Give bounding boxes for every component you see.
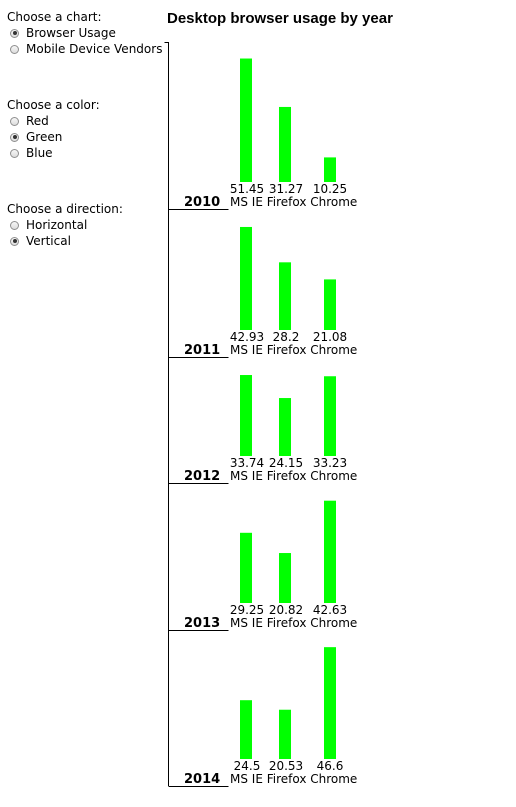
radio-button-icon[interactable]	[10, 28, 19, 38]
bar-chrome	[324, 157, 336, 182]
bar-chrome	[324, 500, 336, 603]
radio-green[interactable]: Green	[7, 129, 167, 145]
value-label: 42.63	[313, 603, 347, 617]
bar-firefox	[279, 106, 291, 182]
radio-label: Vertical	[26, 234, 71, 248]
radio-label: Green	[26, 130, 63, 144]
value-label: 33.23	[313, 456, 347, 470]
radio-button-icon[interactable]	[10, 132, 19, 142]
bar-ms-ie	[240, 375, 252, 456]
radio-blue[interactable]: Blue	[7, 145, 167, 161]
value-label: 46.6	[317, 759, 344, 773]
bar-firefox	[279, 709, 291, 759]
radio-browser-usage[interactable]: Browser Usage	[7, 25, 167, 41]
value-label: 33.74	[230, 456, 264, 470]
value-label: 24.5	[234, 759, 261, 773]
value-label: 29.25	[230, 603, 264, 617]
chart-title: Desktop browser usage by year	[167, 10, 393, 27]
radio-label: Red	[26, 114, 49, 128]
panel-year-label: 2011	[184, 343, 220, 358]
radio-button-icon[interactable]	[10, 236, 19, 246]
radio-vertical[interactable]: Vertical	[7, 233, 167, 249]
value-label: 51.45	[230, 182, 264, 196]
bar-firefox	[279, 553, 291, 603]
bar-firefox	[279, 262, 291, 330]
radio-mobile-device-vendors[interactable]: Mobile Device Vendors	[7, 41, 167, 57]
bar-chrome	[324, 279, 336, 330]
bar-ms-ie	[240, 532, 252, 603]
panel-year-label: 2014	[184, 772, 220, 787]
bar-ms-ie	[240, 226, 252, 330]
category-labels: MS IE Firefox Chrome	[230, 343, 357, 357]
radio-button-icon[interactable]	[10, 116, 19, 126]
bar-chrome	[324, 376, 336, 456]
direction-choice-group: Choose a direction: Horizontal Vertical	[7, 201, 167, 249]
chart-choice-group: Choose a chart: Browser Usage Mobile Dev…	[7, 9, 167, 57]
color-choice-label: Choose a color:	[7, 98, 100, 112]
value-label: 10.25	[313, 182, 347, 196]
chart-choice-label: Choose a chart:	[7, 10, 102, 24]
radio-button-icon[interactable]	[10, 220, 19, 230]
value-label: 20.53	[269, 759, 303, 773]
radio-button-icon[interactable]	[10, 148, 19, 158]
panel-year-label: 2010	[184, 195, 220, 210]
radio-label: Mobile Device Vendors	[26, 42, 163, 56]
panel-year-label: 2013	[184, 616, 220, 631]
category-labels: MS IE Firefox Chrome	[230, 195, 357, 209]
category-labels: MS IE Firefox Chrome	[230, 469, 357, 483]
radio-label: Horizontal	[26, 218, 88, 232]
value-label: 42.93	[230, 330, 264, 344]
radio-horizontal[interactable]: Horizontal	[7, 217, 167, 233]
category-labels: MS IE Firefox Chrome	[230, 772, 357, 786]
bar-chrome	[324, 647, 336, 759]
radio-label: Blue	[26, 146, 53, 160]
value-label: 28.2	[273, 330, 300, 344]
radio-red[interactable]: Red	[7, 113, 167, 129]
panel-year-label: 2012	[184, 469, 220, 484]
direction-choice-label: Choose a direction:	[7, 202, 123, 216]
radio-label: Browser Usage	[26, 26, 116, 40]
color-choice-group: Choose a color: Red Green Blue	[7, 97, 167, 161]
value-label: 31.27	[269, 182, 303, 196]
bar-ms-ie	[240, 58, 252, 182]
category-labels: MS IE Firefox Chrome	[230, 616, 357, 630]
value-label: 21.08	[313, 330, 347, 344]
radio-button-icon[interactable]	[10, 44, 19, 54]
bar-firefox	[279, 398, 291, 456]
value-label: 24.15	[269, 456, 303, 470]
value-label: 20.82	[269, 603, 303, 617]
chart-controls: Choose a chart: Browser Usage Mobile Dev…	[7, 9, 167, 249]
bar-ms-ie	[240, 700, 252, 759]
panel-2014: 24.5 20.53 46.6MS IE Firefox Chrome 2014	[168, 630, 357, 787]
